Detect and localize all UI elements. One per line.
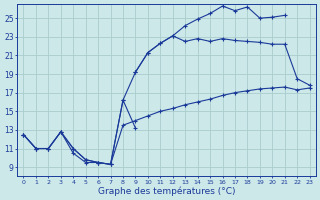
X-axis label: Graphe des températures (°C): Graphe des températures (°C) [98, 186, 235, 196]
